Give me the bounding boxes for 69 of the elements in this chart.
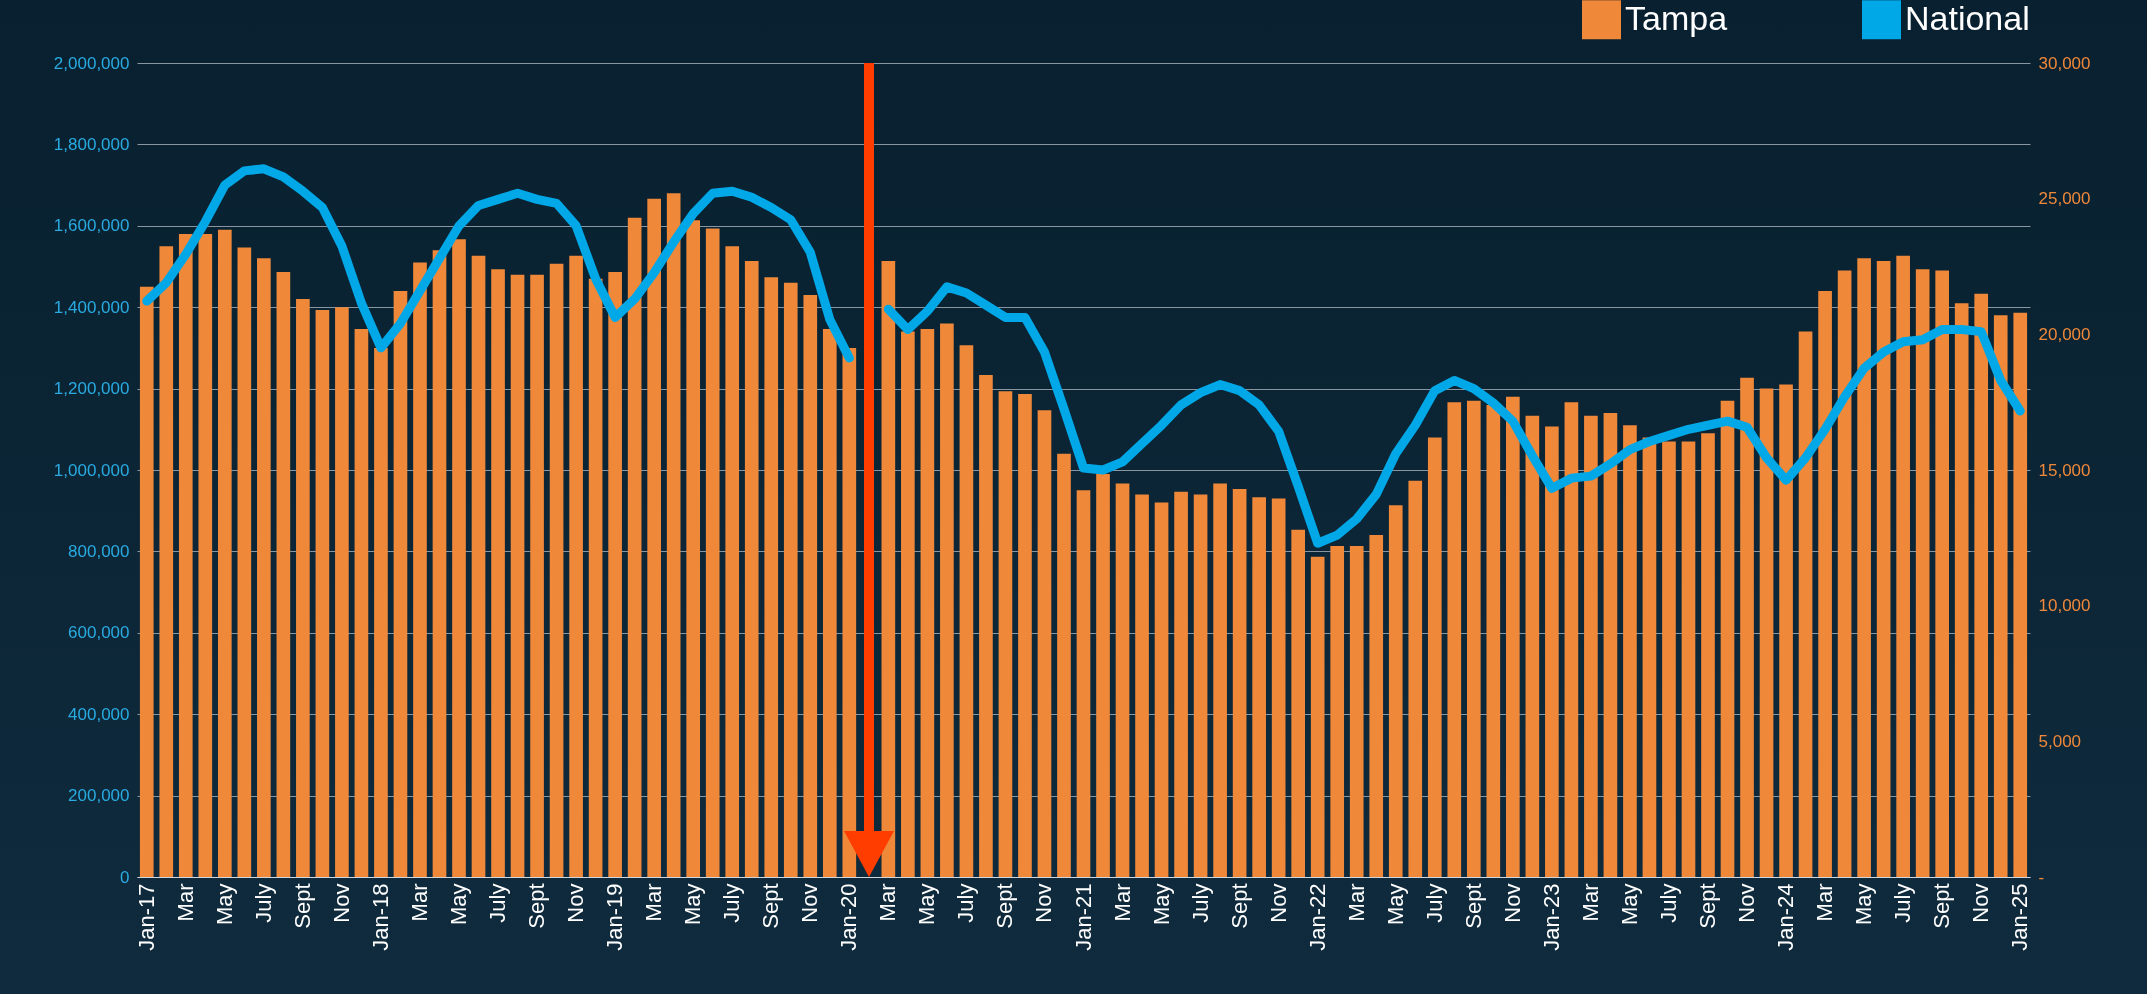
x-tick-label: Jan-23 (1538, 883, 1564, 951)
x-tick-label: July (953, 883, 979, 923)
x-tick-label: Mar (172, 883, 198, 922)
y-tick-label: 1,000,000 (53, 460, 130, 480)
x-tick-label: May (211, 883, 237, 926)
x-tick-label: May (914, 883, 940, 926)
x-tick-label: Sept (758, 883, 784, 929)
y-tick-label: 400,000 (68, 704, 130, 724)
x-tick-label: Jan-22 (1304, 883, 1330, 951)
legend-label: Tampa (1625, 0, 1728, 37)
y2-tick-label: 20,000 (2038, 324, 2091, 344)
x-tick-label: Mar (641, 883, 667, 922)
x-tick-label: Nov (1734, 883, 1760, 923)
x-tick-label: Mar (406, 883, 432, 922)
y-tick-label: 800,000 (68, 541, 130, 561)
y2-tick-label: 10,000 (2038, 596, 2091, 616)
y-tick-label: 600,000 (68, 623, 130, 643)
y2-tick-label: 15,000 (2038, 460, 2091, 480)
x-tick-label: July (719, 883, 745, 923)
y-tick-label: 1,800,000 (53, 134, 130, 154)
x-tick-label: Nov (1031, 883, 1057, 923)
x-tick-label: Sept (1929, 883, 1955, 929)
x-tick-label: May (1616, 883, 1642, 926)
x-tick-label: May (1851, 883, 1877, 926)
x-tick-label: Sept (524, 883, 550, 929)
x-tick-label: Jan-17 (133, 883, 159, 951)
x-tick-label: Jan-25 (2007, 883, 2033, 951)
x-tick-label: Jan-19 (602, 883, 628, 951)
x-tick-label: July (485, 883, 511, 923)
x-tick-label: Sept (1226, 883, 1252, 929)
x-tick-label: Nov (1499, 883, 1525, 923)
x-tick-label: July (1890, 883, 1916, 923)
legend-label: National (1905, 0, 2030, 37)
x-tick-label: July (1655, 883, 1681, 923)
x-tick-label: Nov (563, 883, 589, 923)
y-tick-label: 1,400,000 (53, 297, 130, 317)
y-tick-label: 200,000 (68, 786, 130, 806)
x-tick-label: Mar (1109, 883, 1135, 922)
y-tick-label: 1,600,000 (53, 216, 130, 236)
x-tick-label: May (1148, 883, 1174, 926)
y2-tick-label: 5,000 (2038, 731, 2082, 751)
x-tick-label: May (1382, 883, 1408, 926)
x-tick-label: Jan-20 (836, 883, 862, 951)
x-tick-label: Sept (1460, 883, 1486, 929)
x-tick-label: Sept (289, 883, 315, 929)
x-tick-label: Jan-24 (1773, 883, 1799, 951)
x-tick-label: Nov (1968, 883, 1994, 923)
x-tick-label: Nov (328, 883, 354, 923)
x-tick-label: Mar (875, 883, 901, 922)
x-tick-label: May (680, 883, 706, 926)
x-tick-label: Nov (797, 883, 823, 923)
x-tick-label: July (1187, 883, 1213, 923)
y2-tick-label: - (2038, 867, 2045, 887)
x-tick-label: Jan-18 (367, 883, 393, 951)
x-tick-label: May (446, 883, 472, 926)
x-tick-label: Jan-21 (1070, 883, 1096, 951)
y2-tick-label: 25,000 (2038, 189, 2091, 209)
y-tick-label: 1,200,000 (53, 379, 130, 399)
x-tick-label: Mar (1343, 883, 1369, 922)
y-tick-label: 0 (120, 867, 130, 887)
x-tick-label: Mar (1812, 883, 1838, 922)
y-tick-label: 2,000,000 (53, 53, 130, 73)
x-tick-label: Sept (1694, 883, 1720, 929)
x-tick-label: Nov (1265, 883, 1291, 923)
y2-tick-label: 30,000 (2038, 53, 2091, 73)
x-tick-label: Mar (1577, 883, 1603, 922)
x-tick-label: Sept (992, 883, 1018, 929)
x-tick-label: July (1421, 883, 1447, 923)
x-tick-label: July (250, 883, 276, 923)
